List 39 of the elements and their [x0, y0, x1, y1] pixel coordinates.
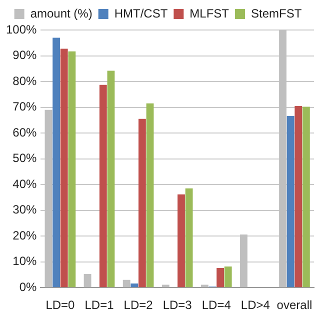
y-tick-label: 60% [12, 125, 38, 140]
bar [52, 38, 60, 288]
bar [185, 188, 193, 288]
bar [84, 274, 92, 288]
bar [99, 84, 107, 288]
bar [216, 268, 224, 288]
legend-label: StemFST [251, 6, 302, 20]
x-tick-label: LD=2 [124, 298, 154, 312]
y-tick-label: 50% [12, 151, 38, 166]
bar [122, 280, 130, 288]
legend-label: MLFST [190, 6, 230, 20]
bar [178, 194, 185, 288]
y-tick-label: 90% [12, 48, 38, 62]
bar [294, 106, 302, 288]
x-tick-label: overall [276, 298, 312, 312]
y-tick-label: 70% [12, 100, 38, 114]
legend-label: HMT/CST [114, 6, 168, 20]
y-tick-label: 20% [12, 228, 38, 242]
legend-label: amount (%) [30, 6, 92, 20]
bar [224, 266, 232, 288]
bar [146, 103, 154, 288]
y-tick-label: 80% [12, 74, 38, 88]
bar [286, 116, 294, 288]
bar [130, 283, 138, 288]
y-tick-label: 10% [12, 254, 38, 268]
x-tick-label: LD>4 [240, 298, 270, 312]
x-tick-label: LD=0 [46, 298, 76, 312]
bar [138, 118, 146, 288]
y-tick-label: 0% [19, 280, 38, 294]
x-tick-label: LD=4 [202, 298, 232, 312]
bar [302, 106, 310, 288]
bar [107, 70, 115, 288]
x-tick-label: LD=3 [162, 298, 192, 312]
bar [68, 51, 76, 288]
x-tick-label: LD=1 [84, 298, 114, 312]
bar [60, 48, 68, 288]
y-tick-label: 40% [12, 176, 38, 191]
y-tick-label: 30% [12, 202, 38, 217]
y-tick-label: 100% [6, 22, 38, 36]
